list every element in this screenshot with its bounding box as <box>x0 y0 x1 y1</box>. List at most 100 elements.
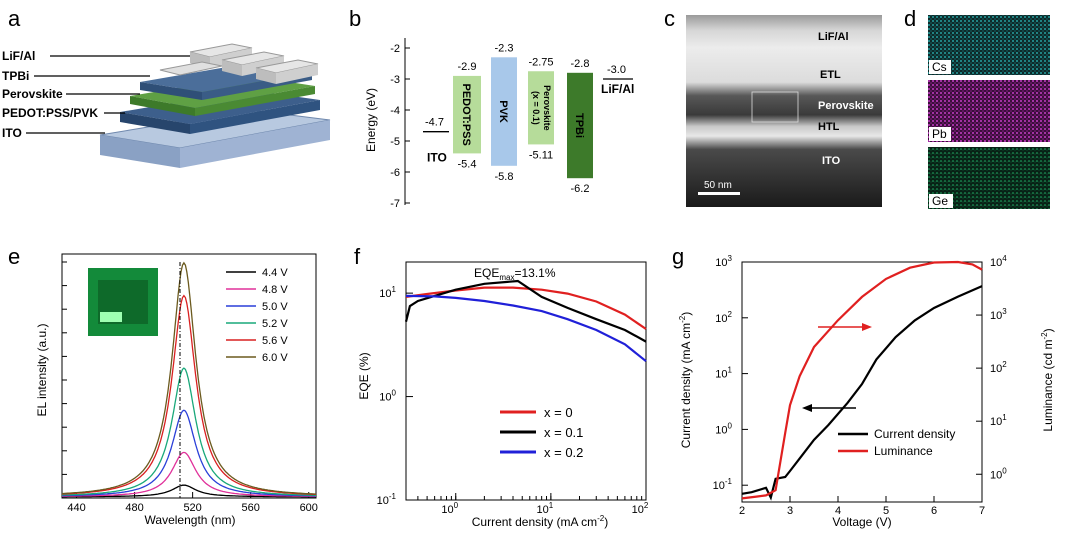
lif-al-electrodes <box>159 43 319 84</box>
g-ytick-left-label: 103 <box>715 254 732 269</box>
eqe-series-2 <box>405 294 647 363</box>
g-ytick-left-label: 101 <box>715 366 732 381</box>
label-tpbi: TPBi <box>2 69 29 83</box>
tem-scale-bar <box>698 192 740 195</box>
panel-letter-a: a <box>8 6 21 31</box>
panel-letter-d: d <box>904 6 916 31</box>
g-xtick-label: 7 <box>979 505 985 517</box>
g-xlabel: Voltage (V) <box>832 515 891 529</box>
label-lif: LiF/Al <box>2 49 35 63</box>
tem-label-htl: HTL <box>818 121 840 133</box>
f-xtick-label: 100 <box>441 501 458 516</box>
ito-level-label: -4.7 <box>425 117 444 129</box>
eds-label-ge: Ge <box>932 194 948 208</box>
el-series-5 <box>61 261 316 495</box>
perovskite-block-name: Perovskite(x = 0.1) <box>531 85 552 131</box>
lif-name: LiF/Al <box>601 82 634 96</box>
energy-level-diagram: b Energy (eV) -2 -3 -4 -5 -6 -7 -4.7 ITO -2.9 -5… <box>349 6 634 210</box>
device-structure-diagram: a LiF/Al <box>2 6 331 168</box>
e-xtick-label: 520 <box>183 502 201 514</box>
el-series-3 <box>62 367 316 496</box>
tpbi-block-top: -2.8 <box>571 58 590 70</box>
tem-label-ito: ITO <box>822 155 841 167</box>
perovskite-block <box>528 71 554 145</box>
axis-arrows <box>802 323 872 412</box>
eds-label-cs: Cs <box>932 60 947 74</box>
e-xlabel: Wavelength (nm) <box>145 513 236 527</box>
tem-highlight-box <box>751 91 799 123</box>
panel-g: g Current density (mA cm-2) Luminance (c… <box>660 240 1068 532</box>
el-series-2 <box>62 409 316 497</box>
tem-label-perovskite: Perovskite <box>818 100 874 112</box>
eqe-series-0 <box>405 286 647 330</box>
pedot-block-name: PEDOT:PSS <box>460 83 472 145</box>
current-density-series <box>741 285 983 501</box>
f-ytick-label: 10-1 <box>377 492 397 507</box>
perovskite-block-top: -2.75 <box>528 56 553 68</box>
pvk-block <box>491 57 517 166</box>
e-legend-label: 4.8 V <box>262 284 288 296</box>
panel-letter-f: f <box>354 244 361 269</box>
pvk-block-bottom: -5.8 <box>495 171 514 183</box>
b-ytick-label: -4 <box>390 105 400 117</box>
panel-f: f EQE (%) Current density (mA cm-2) 100 1… <box>340 240 670 532</box>
tpbi-block-bottom: -6.2 <box>571 183 590 195</box>
pedot-block-top: -2.9 <box>458 61 477 73</box>
panel-e: e EL intensity (a.u.) Wavelength (nm) 44… <box>0 240 330 532</box>
tem-scale-label: 50 nm <box>704 180 732 191</box>
f-xtick-label: 102 <box>632 501 649 516</box>
g-ytick-left-label: 10-1 <box>713 477 733 492</box>
el-spectra-chart: e EL intensity (a.u.) Wavelength (nm) 44… <box>8 244 318 527</box>
panel-c: c LiF/Al ETL Perovskite HTL ITO 50 nm <box>660 0 910 215</box>
e-ylabel: EL intensity (a.u.) <box>35 324 49 417</box>
panel-letter-g: g <box>672 244 684 269</box>
g-xtick-label: 4 <box>835 505 841 517</box>
luminance-series <box>741 260 983 500</box>
f-ylabel: EQE (%) <box>357 352 371 399</box>
label-perovskite: Perovskite <box>2 87 63 101</box>
f-ytick-label: 101 <box>379 285 396 300</box>
g-ytick-right-label: 103 <box>990 307 1007 322</box>
eds-mapping: d Cs Pb Ge <box>904 6 1050 209</box>
e-legend-label: 5.6 V <box>262 335 288 347</box>
e-xtick-label: 600 <box>300 502 318 514</box>
panel-letter-c: c <box>664 6 675 31</box>
f-plot-frame <box>405 261 647 501</box>
eqe-series-1 <box>404 279 647 343</box>
lif-level-label: -3.0 <box>607 64 626 76</box>
g-xtick-label: 3 <box>787 505 793 517</box>
e-xtick-label: 560 <box>242 502 260 514</box>
g-plot-frame <box>741 261 983 503</box>
label-pvk: PEDOT:PSS/PVK <box>2 106 98 120</box>
eds-label-pb: Pb <box>932 127 947 141</box>
b-ytick-label: -3 <box>390 74 400 86</box>
ito-layer-side <box>180 120 330 168</box>
pedot-block-bottom: -5.4 <box>458 158 477 170</box>
tem-label-lif: LiF/Al <box>818 31 849 43</box>
energy-axis-label: Energy (eV) <box>364 88 378 152</box>
e-plot-frame <box>61 253 317 499</box>
g-ylabel-left: Current density (mA cm-2) <box>678 312 693 449</box>
jvl-chart: g Current density (mA cm-2) Luminance (c… <box>672 244 1055 529</box>
e-legend-label: 5.2 V <box>262 318 288 330</box>
panel-a: a LiF/Al <box>0 0 340 215</box>
b-ytick-label: -5 <box>390 136 400 148</box>
f-legend-label: x = 0 <box>544 405 573 420</box>
pvk-block-top: -2.3 <box>495 42 514 54</box>
tem-cross-section: c LiF/Al ETL Perovskite HTL ITO 50 nm <box>664 6 882 207</box>
g-xtick-label: 2 <box>739 505 745 517</box>
panel-letter-e: e <box>8 244 20 269</box>
g-xtick-label: 6 <box>931 505 937 517</box>
g-xtick-label: 5 <box>883 505 889 517</box>
e-legend-label: 6.0 V <box>262 352 288 364</box>
panel-letter-b: b <box>349 6 361 31</box>
g-ytick-left-label: 102 <box>715 310 732 325</box>
g-ytick-right-label: 104 <box>990 254 1007 269</box>
el-series-0 <box>62 484 316 498</box>
e-xtick-label: 440 <box>67 502 85 514</box>
g-ytick-left-label: 100 <box>715 421 732 436</box>
tpbi-block-name: TPBi <box>573 113 585 138</box>
e-legend-label: 5.0 V <box>262 301 288 313</box>
eqe-chart: f EQE (%) Current density (mA cm-2) 100 1… <box>354 244 649 529</box>
tem-label-etl: ETL <box>820 69 841 81</box>
